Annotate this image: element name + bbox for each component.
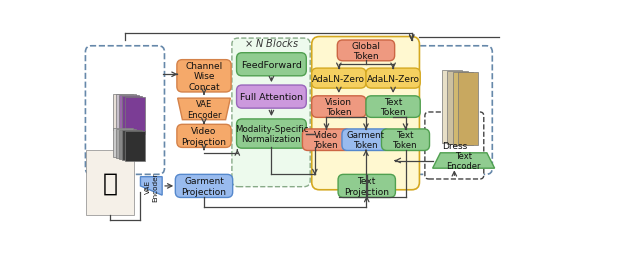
FancyBboxPatch shape bbox=[237, 86, 307, 109]
Text: Text
Projection: Text Projection bbox=[344, 177, 389, 196]
Text: Garment
Projection: Garment Projection bbox=[182, 177, 227, 196]
Text: Video
Projection: Video Projection bbox=[182, 127, 227, 146]
Text: Full Attention: Full Attention bbox=[240, 93, 303, 102]
Text: Dress: Dress bbox=[442, 142, 467, 151]
FancyBboxPatch shape bbox=[119, 130, 139, 159]
FancyBboxPatch shape bbox=[342, 130, 390, 151]
FancyBboxPatch shape bbox=[177, 125, 231, 148]
Text: Text
Token: Text Token bbox=[380, 98, 406, 117]
FancyBboxPatch shape bbox=[458, 73, 478, 146]
FancyBboxPatch shape bbox=[122, 97, 142, 133]
FancyBboxPatch shape bbox=[177, 60, 231, 93]
FancyBboxPatch shape bbox=[411, 46, 492, 175]
FancyBboxPatch shape bbox=[125, 132, 145, 161]
FancyBboxPatch shape bbox=[113, 94, 132, 131]
FancyBboxPatch shape bbox=[452, 72, 473, 145]
FancyBboxPatch shape bbox=[366, 97, 420, 118]
Text: VAE
Encoder: VAE Encoder bbox=[145, 171, 158, 201]
FancyBboxPatch shape bbox=[303, 130, 351, 151]
FancyBboxPatch shape bbox=[447, 72, 467, 144]
Text: Video
Token: Video Token bbox=[314, 131, 339, 150]
FancyBboxPatch shape bbox=[85, 46, 164, 175]
Text: Vision
Token: Vision Token bbox=[325, 98, 353, 117]
Text: Global
Token: Global Token bbox=[351, 41, 380, 61]
Polygon shape bbox=[433, 153, 495, 169]
Text: Garment
Token: Garment Token bbox=[347, 131, 385, 150]
FancyBboxPatch shape bbox=[312, 97, 366, 118]
Text: AdaLN-Zero: AdaLN-Zero bbox=[312, 74, 365, 83]
Text: Modality-Specific
Normalization: Modality-Specific Normalization bbox=[235, 124, 308, 144]
Text: FeedForward: FeedForward bbox=[241, 60, 302, 70]
FancyBboxPatch shape bbox=[175, 175, 233, 198]
Text: Text
Encoder: Text Encoder bbox=[446, 151, 481, 170]
Polygon shape bbox=[140, 177, 162, 195]
FancyBboxPatch shape bbox=[232, 39, 310, 187]
Polygon shape bbox=[178, 99, 230, 120]
Text: Channel
Wise
Concat: Channel Wise Concat bbox=[186, 62, 223, 91]
Text: VAE
Encoder: VAE Encoder bbox=[187, 100, 221, 119]
FancyBboxPatch shape bbox=[86, 150, 134, 215]
FancyBboxPatch shape bbox=[113, 129, 132, 158]
Text: 🌸: 🌸 bbox=[103, 171, 118, 195]
Text: Text
Token: Text Token bbox=[393, 131, 418, 150]
FancyBboxPatch shape bbox=[312, 69, 366, 89]
FancyBboxPatch shape bbox=[116, 95, 136, 132]
FancyBboxPatch shape bbox=[366, 69, 420, 89]
FancyBboxPatch shape bbox=[312, 37, 419, 190]
FancyBboxPatch shape bbox=[381, 130, 429, 151]
Text: $\times$ $\mathit{N}$ $\mathit{Blocks}$: $\times$ $\mathit{N}$ $\mathit{Blocks}$ bbox=[244, 37, 299, 49]
FancyBboxPatch shape bbox=[338, 175, 396, 198]
FancyBboxPatch shape bbox=[237, 54, 307, 76]
FancyBboxPatch shape bbox=[119, 96, 139, 133]
FancyBboxPatch shape bbox=[116, 130, 136, 158]
FancyBboxPatch shape bbox=[125, 97, 145, 134]
Text: AdaLN-Zero: AdaLN-Zero bbox=[367, 74, 420, 83]
FancyBboxPatch shape bbox=[425, 113, 484, 179]
FancyBboxPatch shape bbox=[122, 131, 142, 160]
FancyBboxPatch shape bbox=[237, 119, 307, 149]
FancyBboxPatch shape bbox=[337, 41, 395, 61]
FancyBboxPatch shape bbox=[442, 71, 462, 144]
